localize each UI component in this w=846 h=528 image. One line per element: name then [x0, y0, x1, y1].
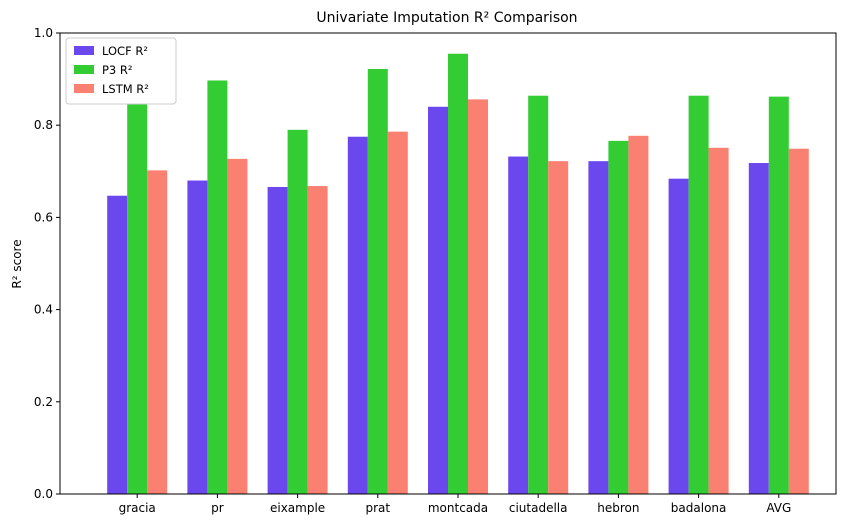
bar-locf-prat	[347, 136, 368, 494]
legend-swatch	[74, 65, 94, 74]
x-tick-label: ciutadella	[509, 501, 568, 515]
bar-locf-montcada	[428, 106, 448, 494]
bar-lstm-ciutadella	[548, 161, 569, 494]
bar-p3-pr	[207, 80, 228, 494]
y-axis-title: R² score	[10, 239, 24, 288]
bar-locf-badalona	[668, 178, 689, 494]
bar-lstm-avg	[788, 148, 809, 494]
bar-lstm-pr	[227, 158, 248, 494]
legend-swatch	[74, 46, 94, 55]
legend-label: LSTM R²	[102, 82, 149, 96]
x-tick-label: montcada	[428, 501, 488, 515]
y-tick-label: 1.0	[34, 26, 53, 40]
x-tick-label: prat	[365, 501, 390, 515]
y-tick-label: 0.2	[34, 395, 53, 409]
bar-locf-hebron	[588, 161, 609, 494]
bar-locf-pr	[187, 180, 208, 494]
bar-locf-eixample	[267, 186, 288, 494]
y-tick-label: 0.4	[34, 303, 53, 317]
legend-swatch	[74, 84, 94, 93]
y-tick-label: 0.6	[34, 210, 53, 224]
x-tick-label: hebron	[597, 501, 639, 515]
y-axis: 0.0 0.2 0.4 0.6 0.8 1.0	[34, 26, 60, 501]
bar-lstm-badalona	[708, 147, 729, 495]
bar-p3-montcada	[448, 53, 468, 494]
chart-title: Univariate Imputation R² Comparison	[316, 10, 577, 26]
bar-p3-gracia	[127, 104, 148, 494]
legend-label: LOCF R²	[102, 44, 148, 58]
y-tick-label: 0.8	[34, 118, 53, 132]
bar-lstm-montcada	[468, 99, 488, 494]
bar-lstm-prat	[387, 131, 408, 494]
x-tick-label: badalona	[671, 501, 727, 515]
x-tick-label: gracia	[119, 501, 156, 515]
x-tick-label: AVG	[766, 501, 791, 515]
x-tick-label: pr	[211, 501, 224, 515]
y-tick-label: 0.0	[34, 487, 53, 501]
bar-p3-prat	[367, 68, 388, 495]
bar-locf-avg	[748, 163, 769, 494]
bar-locf-ciutadella	[508, 156, 529, 495]
bar-lstm-gracia	[147, 170, 168, 494]
bar-p3-eixample	[287, 129, 308, 494]
bar-p3-badalona	[688, 95, 709, 494]
bar-locf-gracia	[107, 195, 128, 495]
bar-p3-hebron	[608, 140, 629, 494]
plot-area-frame	[59, 32, 837, 495]
bar-p3-ciutadella	[528, 95, 549, 494]
legend-label: P3 R²	[102, 63, 133, 77]
legend: LOCF R² P3 R² LSTM R²	[65, 37, 177, 105]
bar-lstm-eixample	[307, 186, 328, 495]
x-tick-label: eixample	[270, 501, 325, 515]
bar-lstm-hebron	[628, 135, 649, 495]
bars-group	[107, 53, 809, 495]
bar-p3-avg	[768, 96, 789, 495]
x-axis: gracia pr eixample prat montcada ciutadella he…	[119, 494, 791, 515]
